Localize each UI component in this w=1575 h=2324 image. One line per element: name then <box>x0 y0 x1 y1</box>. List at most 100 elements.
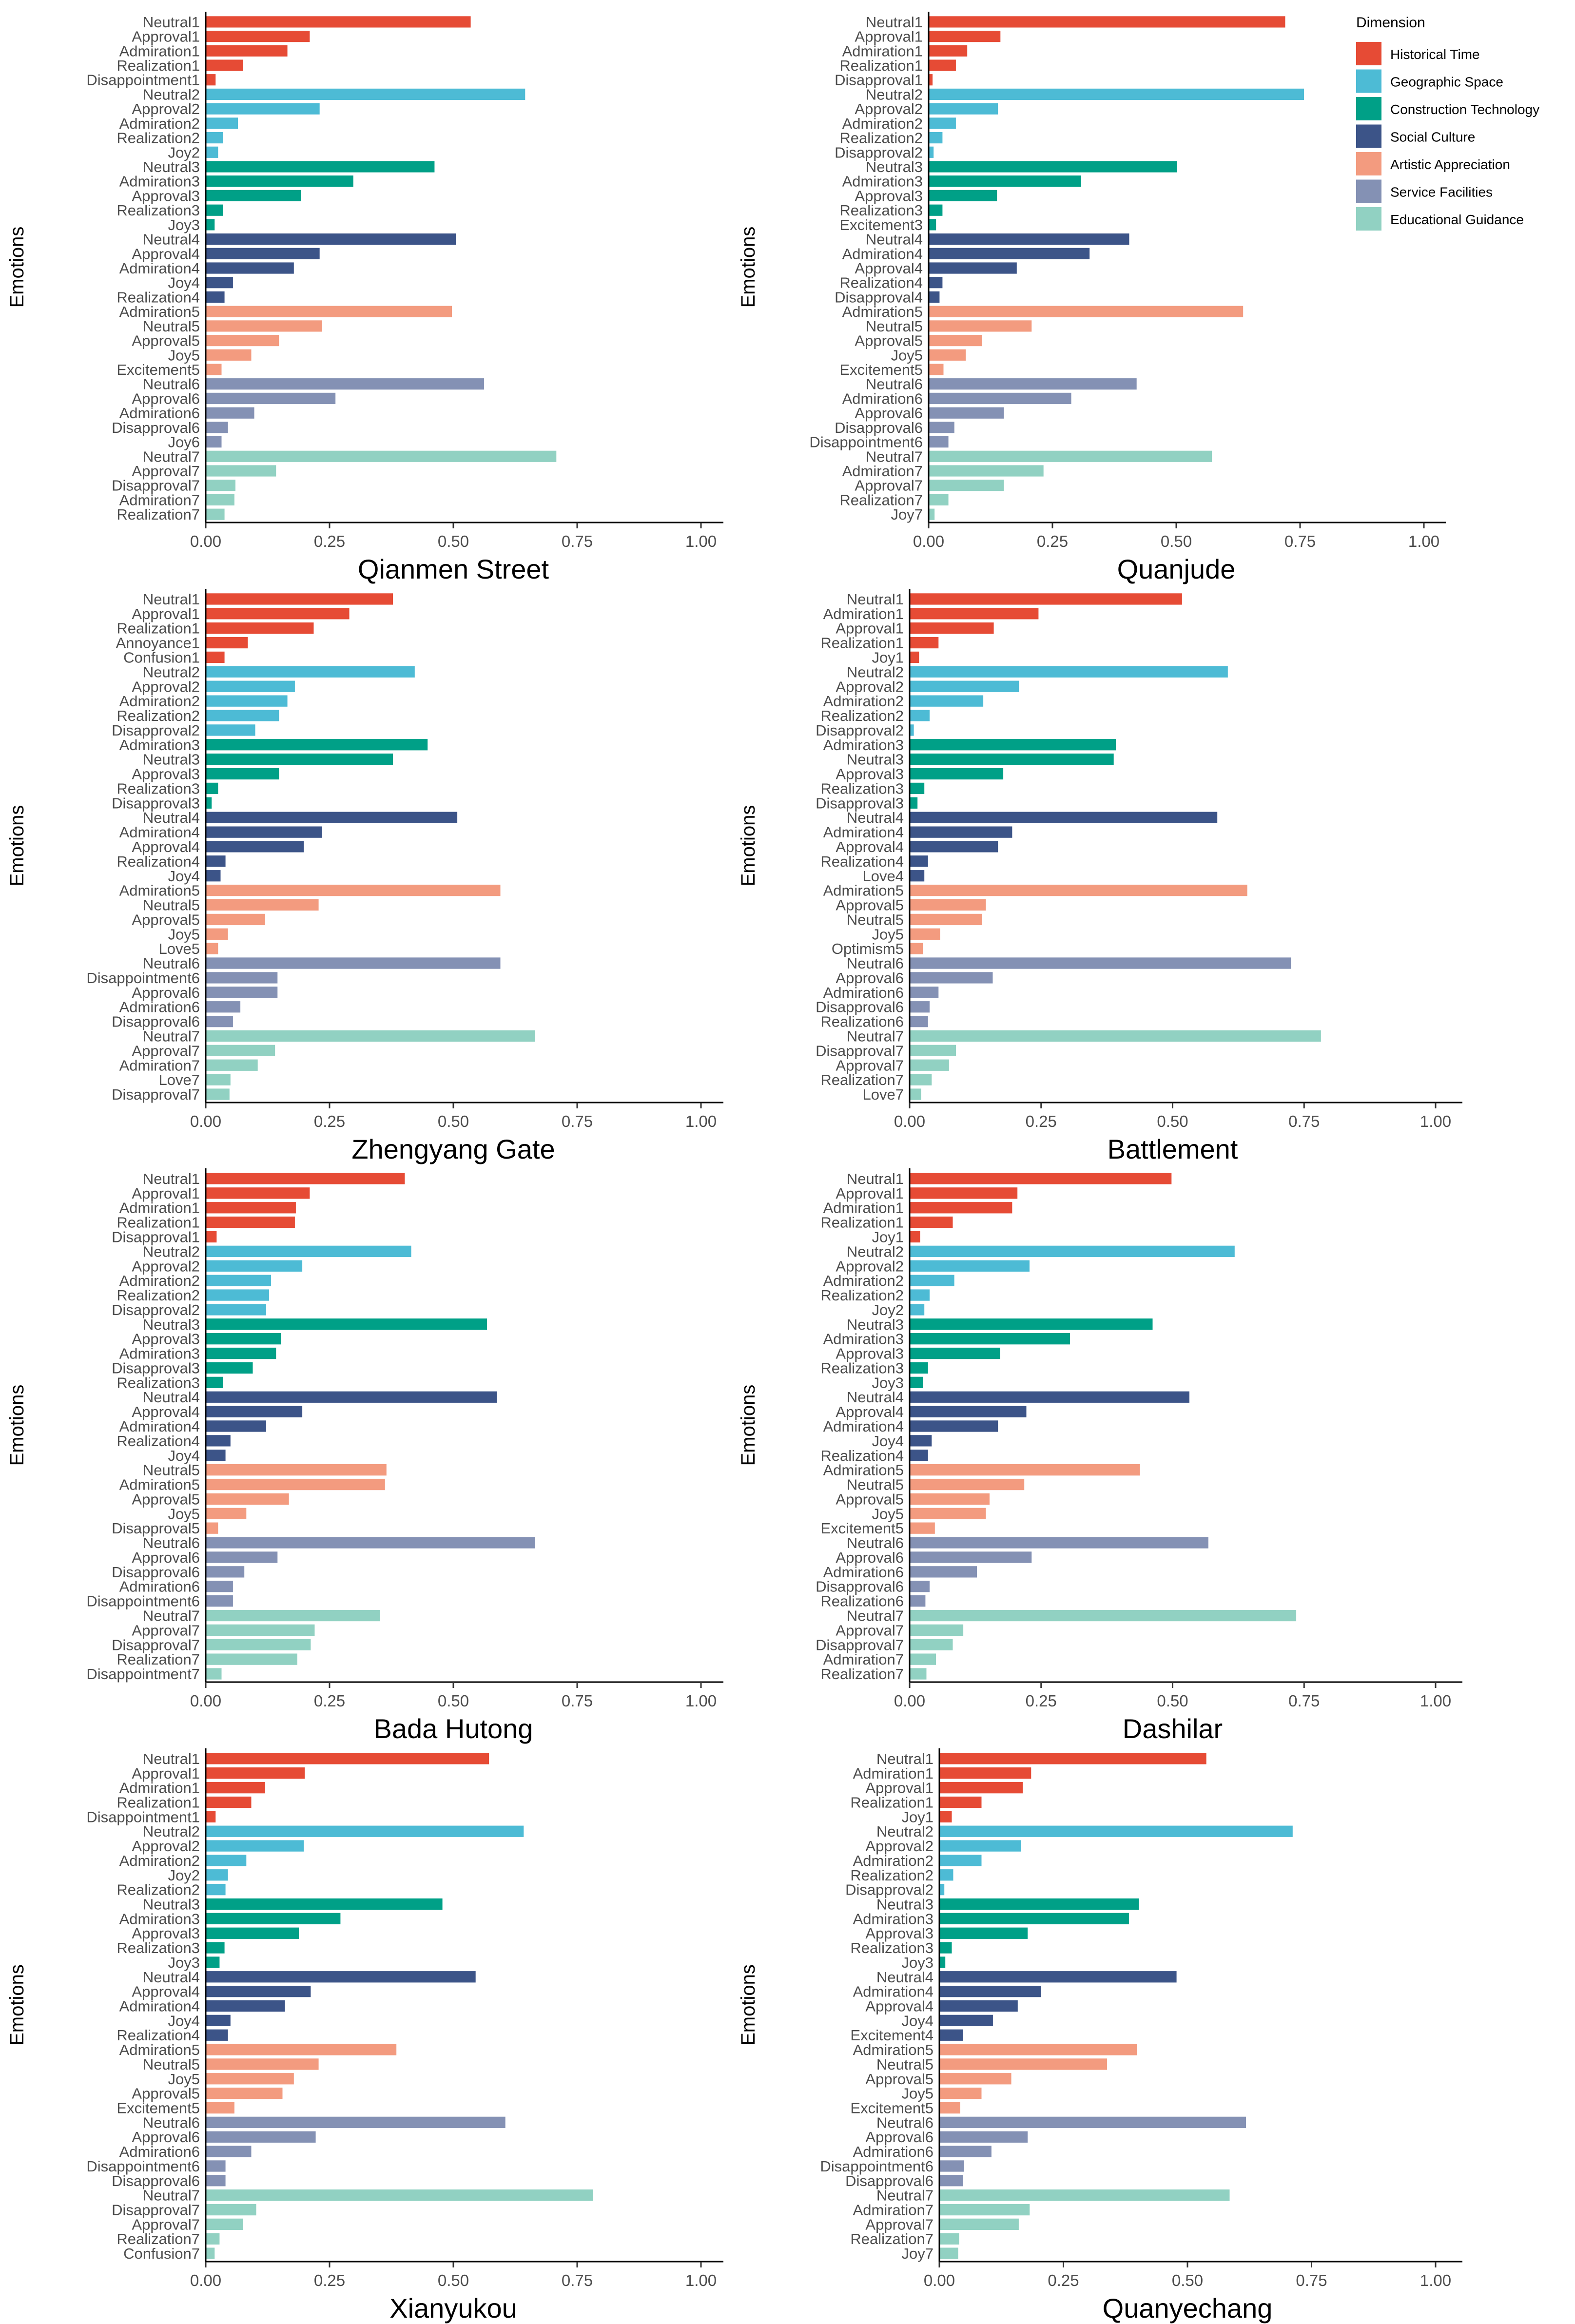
bar-joy4 <box>206 1450 226 1461</box>
category-label: Joy5 <box>168 926 200 943</box>
category-label: Admiration7 <box>823 1651 904 1668</box>
category-label: Realization7 <box>850 2230 933 2247</box>
category-label: Disapproval6 <box>112 2172 200 2189</box>
category-label: Neutral1 <box>847 591 904 608</box>
bar-neutral3 <box>910 754 1114 765</box>
category-label: Neutral4 <box>847 1389 904 1406</box>
category-label: Neutral6 <box>143 955 200 972</box>
x-tick-label: 0.75 <box>562 2271 593 2289</box>
bar-approval7 <box>939 2218 1019 2230</box>
category-label: Joy4 <box>168 1447 200 1464</box>
category-label: Neutral2 <box>876 1823 933 1840</box>
category-label: Admiration4 <box>119 824 200 841</box>
x-tick-label: 0.00 <box>190 2271 221 2289</box>
category-label: Realization4 <box>117 853 200 870</box>
bar-neutral5 <box>929 320 1032 332</box>
category-label: Approval2 <box>836 678 904 695</box>
bar-approval4 <box>910 841 998 852</box>
bar-neutral1 <box>206 1173 405 1184</box>
category-label: Disapproval7 <box>816 1042 904 1059</box>
bar-approval4 <box>206 1986 311 1997</box>
category-label: Realization3 <box>117 780 200 797</box>
panel-title: Bada Hutong <box>374 1713 533 1744</box>
bar-admiration1 <box>910 608 1039 620</box>
y-axis-title: Emotions <box>738 1964 759 2046</box>
panel-zhengyang-gate: Neutral1Approval1Realization1Annoyance1C… <box>6 589 723 1164</box>
category-label: Realization2 <box>839 130 923 147</box>
category-label: Disapproval2 <box>112 722 200 739</box>
category-label: Approval6 <box>865 2129 933 2146</box>
category-label: Realization6 <box>820 1013 904 1030</box>
bar-excitement5 <box>939 2102 960 2114</box>
bar-admiration7 <box>206 494 234 505</box>
category-label: Neutral5 <box>143 1462 200 1479</box>
x-tick-label: 0.75 <box>1288 1112 1320 1130</box>
category-label: Approval5 <box>836 1491 904 1508</box>
bar-realization7 <box>206 2233 220 2245</box>
panel-qianmen-street: Neutral1Approval1Admiration1Realization1… <box>6 12 723 584</box>
legend-swatch-educational-guidance <box>1356 207 1381 231</box>
category-label: Admiration3 <box>119 173 200 190</box>
category-label: Realization4 <box>117 289 200 306</box>
bar-neutral5 <box>910 913 982 926</box>
category-label: Admiration7 <box>119 1057 200 1074</box>
bar-approval6 <box>206 2131 316 2143</box>
panel-title: Xianyukou <box>389 2293 517 2324</box>
category-label: Approval5 <box>132 332 200 349</box>
bar-admiration5 <box>206 2044 397 2055</box>
category-label: Admiration1 <box>823 605 904 622</box>
legend-label-social-culture: Social Culture <box>1390 130 1475 145</box>
category-label: Neutral7 <box>847 1607 904 1625</box>
bar-admiration7 <box>206 1059 258 1071</box>
bar-approval6 <box>206 1551 278 1563</box>
category-label: Approval4 <box>132 245 200 262</box>
x-tick-label: 1.00 <box>685 532 717 550</box>
category-label: Admiration1 <box>823 1200 904 1217</box>
bar-disapproval7 <box>206 2204 256 2216</box>
bar-realization3 <box>929 204 943 216</box>
bar-joy1 <box>910 651 919 663</box>
bar-approval4 <box>910 1406 1027 1417</box>
bar-realization2 <box>206 1884 226 1896</box>
bar-realization1 <box>206 59 243 71</box>
category-label: Joy7 <box>902 2245 933 2262</box>
bar-approval5 <box>206 2088 283 2099</box>
bar-realization2 <box>206 132 223 144</box>
category-label: Admiration7 <box>853 2202 933 2219</box>
category-label: Realization4 <box>820 853 904 870</box>
category-label: Admiration6 <box>119 1578 200 1595</box>
bar-approval3 <box>206 1333 281 1345</box>
bar-disapproval7 <box>206 1088 230 1100</box>
category-label: Admiration6 <box>823 984 904 1001</box>
category-label: Realization3 <box>839 202 923 219</box>
panel-quanyechang: Neutral1Admiration1Approval1Realization1… <box>738 1748 1462 2324</box>
bar-joy5 <box>206 928 228 940</box>
category-label: Admiration5 <box>842 303 923 320</box>
panel-title: Dashilar <box>1123 1713 1223 1744</box>
category-label: Disapproval6 <box>112 1564 200 1581</box>
category-label: Love7 <box>863 1086 904 1103</box>
category-label: Approval7 <box>132 2216 200 2233</box>
legend-label-educational-guidance: Educational Guidance <box>1390 212 1524 227</box>
category-label: Disapproval2 <box>816 722 904 739</box>
bar-approval2 <box>910 680 1019 692</box>
bar-neutral6 <box>910 957 1291 969</box>
bar-approval2 <box>206 103 320 115</box>
bar-realization4 <box>206 855 226 867</box>
bar-admiration6 <box>929 392 1071 404</box>
bar-approval1 <box>929 31 1001 42</box>
bar-neutral6 <box>206 378 484 390</box>
category-label: Approval7 <box>836 1057 904 1074</box>
category-label: Realization7 <box>839 491 923 508</box>
category-label: Love7 <box>159 1071 200 1088</box>
category-label: Neutral6 <box>847 955 904 972</box>
legend-swatch-historical-time <box>1356 42 1381 65</box>
bar-disapproval2 <box>910 724 914 736</box>
bar-neutral4 <box>910 1391 1189 1403</box>
category-label: Approval7 <box>836 1622 904 1639</box>
bar-admiration3 <box>910 1333 1070 1345</box>
bar-neutral1 <box>206 1753 489 1764</box>
category-label: Joy1 <box>902 1808 933 1825</box>
y-axis-title: Emotions <box>738 805 759 887</box>
